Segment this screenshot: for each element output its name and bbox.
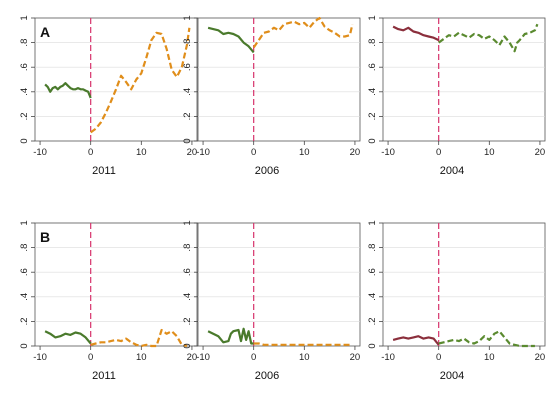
x-tick-label: 20 bbox=[350, 147, 361, 158]
panel-letter: A bbox=[40, 24, 50, 40]
y-tick-label: 1 bbox=[367, 15, 378, 20]
x-tick-label: -10 bbox=[381, 352, 395, 363]
y-tick-label: .6 bbox=[19, 268, 30, 276]
x-tick-label: -10 bbox=[33, 352, 47, 363]
x-axis-label: 2004 bbox=[440, 370, 464, 382]
post-series-line bbox=[90, 328, 188, 348]
y-tick-label: 0 bbox=[19, 138, 30, 143]
pre-series-line bbox=[207, 26, 255, 54]
y-tick-label: .8 bbox=[182, 39, 193, 47]
y-tick-label: .6 bbox=[182, 63, 193, 71]
x-tick-label: -10 bbox=[33, 147, 47, 158]
y-tick-label: .2 bbox=[367, 317, 378, 325]
y-tick-label: .2 bbox=[182, 317, 193, 325]
y-tick-label: 1 bbox=[19, 220, 30, 225]
y-tick-label: .4 bbox=[19, 88, 30, 96]
x-tick-label: 20 bbox=[535, 147, 546, 158]
x-axis-label: 2006 bbox=[255, 370, 279, 382]
post-series-line bbox=[253, 342, 353, 346]
x-tick-label: 0 bbox=[251, 147, 256, 158]
pre-series-line bbox=[392, 335, 440, 346]
x-tick-label: 20 bbox=[187, 352, 198, 363]
pre-series-line bbox=[44, 82, 92, 99]
post-series-line bbox=[438, 330, 535, 348]
x-axis-label: 2011 bbox=[92, 370, 116, 382]
y-tick-label: .4 bbox=[19, 293, 30, 301]
y-tick-label: .4 bbox=[367, 293, 378, 301]
plot-frame bbox=[382, 222, 546, 347]
x-tick-label: 0 bbox=[436, 352, 441, 363]
y-tick-label: .8 bbox=[367, 39, 378, 47]
plot-frame bbox=[197, 222, 361, 347]
y-tick-label: 1 bbox=[182, 220, 193, 225]
y-tick-label: .2 bbox=[19, 317, 30, 325]
y-tick-label: 1 bbox=[19, 15, 30, 20]
post-series-line bbox=[438, 23, 539, 53]
post-series-line bbox=[252, 16, 354, 49]
x-tick-label: 10 bbox=[484, 147, 495, 158]
y-tick-label: .4 bbox=[367, 88, 378, 96]
y-tick-label: .4 bbox=[182, 88, 193, 96]
y-tick-label: 0 bbox=[182, 343, 193, 348]
y-tick-label: .8 bbox=[19, 39, 30, 47]
y-tick-label: 0 bbox=[182, 138, 193, 143]
panel-letter: B bbox=[40, 229, 50, 245]
x-tick-label: -10 bbox=[196, 147, 210, 158]
x-tick-label: 0 bbox=[88, 147, 93, 158]
y-tick-label: .6 bbox=[182, 268, 193, 276]
x-tick-label: 10 bbox=[136, 352, 147, 363]
y-tick-label: 0 bbox=[367, 138, 378, 143]
x-tick-label: 0 bbox=[436, 147, 441, 158]
plot-frame bbox=[197, 17, 361, 142]
y-tick-label: 1 bbox=[367, 220, 378, 225]
x-tick-label: 20 bbox=[535, 352, 546, 363]
y-tick-label: .4 bbox=[182, 293, 193, 301]
x-tick-label: 0 bbox=[88, 352, 93, 363]
pre-series-line bbox=[207, 327, 254, 345]
x-axis-label: 2006 bbox=[255, 165, 279, 177]
x-tick-label: -10 bbox=[196, 352, 210, 363]
post-series-line bbox=[90, 27, 191, 134]
x-axis-label: 2011 bbox=[92, 165, 116, 177]
y-tick-label: .8 bbox=[367, 244, 378, 252]
y-tick-label: .8 bbox=[182, 244, 193, 252]
x-tick-label: 20 bbox=[350, 352, 361, 363]
y-tick-label: 0 bbox=[19, 343, 30, 348]
y-tick-label: .8 bbox=[19, 244, 30, 252]
x-tick-label: 10 bbox=[484, 352, 495, 363]
x-tick-label: 10 bbox=[299, 147, 310, 158]
plot-frame bbox=[382, 17, 546, 142]
plot-frame bbox=[34, 222, 198, 347]
y-tick-label: 1 bbox=[182, 15, 193, 20]
y-tick-label: .6 bbox=[19, 63, 30, 71]
x-tick-label: 0 bbox=[251, 352, 256, 363]
y-tick-label: .6 bbox=[367, 63, 378, 71]
x-tick-label: 20 bbox=[187, 147, 198, 158]
x-tick-label: 10 bbox=[136, 147, 147, 158]
y-tick-label: .2 bbox=[367, 112, 378, 120]
x-axis-label: 2004 bbox=[440, 165, 464, 177]
x-tick-label: 10 bbox=[299, 352, 310, 363]
x-tick-label: -10 bbox=[381, 147, 395, 158]
y-tick-label: .2 bbox=[19, 112, 30, 120]
y-tick-label: .6 bbox=[367, 268, 378, 276]
plot-frame bbox=[34, 17, 198, 142]
y-tick-label: .2 bbox=[182, 112, 193, 120]
pre-series-line bbox=[44, 330, 92, 345]
pre-series-line bbox=[392, 25, 440, 42]
y-tick-label: 0 bbox=[367, 343, 378, 348]
